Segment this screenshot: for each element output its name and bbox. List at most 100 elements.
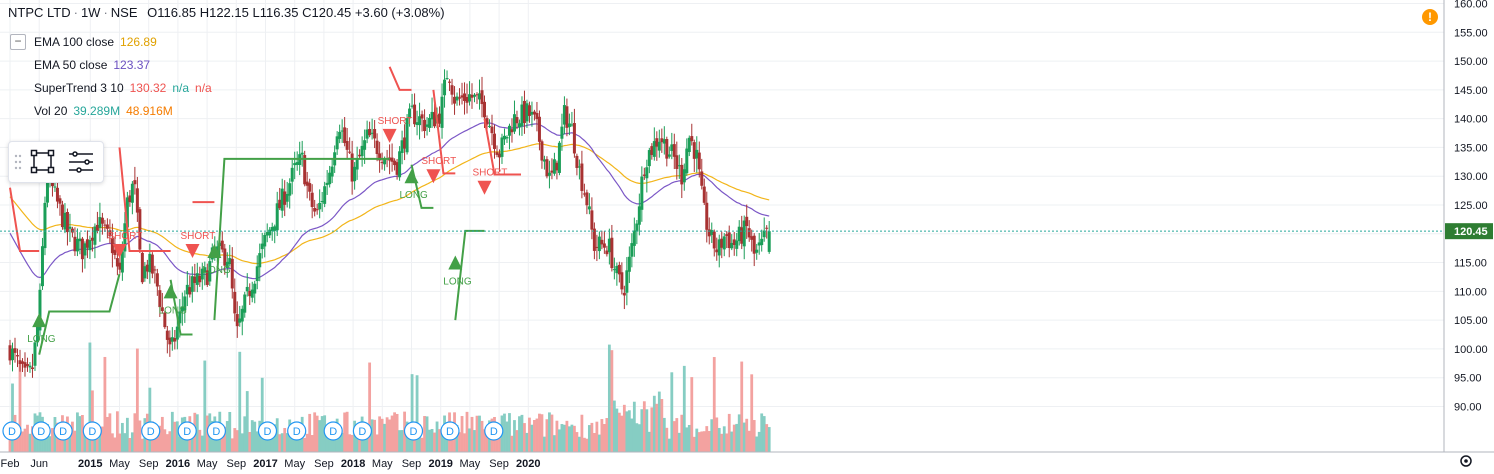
candle-body [393, 160, 397, 166]
legend-ema50[interactable]: EMA 50 close 123.37 [34, 58, 150, 72]
volume-bar [498, 430, 501, 452]
candle [300, 140, 304, 167]
candle [757, 233, 761, 255]
candle [737, 220, 741, 246]
candle-body [405, 118, 409, 153]
volume-bar [270, 434, 274, 452]
candle [168, 330, 172, 357]
candle [260, 232, 264, 259]
volume-bar [398, 430, 401, 452]
volume-bar [88, 342, 92, 452]
candle-body [505, 137, 509, 139]
candle-body [495, 152, 499, 155]
dividend-label: D [88, 426, 96, 438]
candle [160, 292, 164, 314]
dividend-label: D [8, 426, 16, 438]
dividend-marker [2, 421, 22, 441]
price-tick-label: 145.00 [1454, 85, 1488, 97]
volume-bar [468, 428, 471, 452]
drag-handle-icon[interactable] [14, 154, 22, 170]
candle [258, 243, 262, 282]
gear-icon[interactable] [1460, 455, 1472, 467]
candle [492, 124, 496, 159]
candle [163, 310, 167, 329]
candle [123, 211, 127, 258]
legend-ema100[interactable]: EMA 100 close 126.89 [34, 35, 157, 49]
square-select-icon[interactable] [30, 149, 55, 174]
volume-bar [535, 418, 539, 452]
candle [465, 83, 469, 114]
candle [315, 203, 319, 215]
volume-bar [413, 432, 416, 452]
candle-body [453, 96, 457, 104]
price-tick-label: 140.00 [1454, 114, 1488, 126]
candle-body [305, 181, 309, 186]
candle [562, 96, 566, 135]
candle [762, 217, 766, 242]
volume-bar [365, 436, 369, 452]
volume-bar [578, 436, 581, 452]
candle [647, 147, 651, 174]
candle [602, 231, 606, 254]
candle-body [330, 166, 334, 177]
candle [565, 98, 569, 137]
volume-bar [647, 431, 651, 452]
volume-bar [755, 436, 759, 452]
candle-body [315, 209, 319, 211]
volume-bar [275, 418, 279, 452]
candle [30, 353, 34, 378]
candle-body [328, 172, 332, 185]
legend-supertrend[interactable]: SuperTrend 3 10 130.32 n/a n/a [34, 81, 212, 95]
candle-body [113, 249, 117, 255]
candle-body [395, 162, 399, 175]
candle [463, 82, 467, 115]
candle [685, 138, 689, 176]
minus-icon[interactable]: − [10, 34, 26, 50]
time-tick-label: May [284, 458, 305, 470]
candle [233, 278, 237, 322]
legend-volume[interactable]: Vol 20 39.289M 48.916M [34, 104, 173, 118]
volume-bar [727, 413, 731, 452]
candle-body [595, 246, 599, 248]
candle [265, 223, 269, 243]
candle-body [348, 151, 352, 153]
candle [632, 217, 636, 257]
candle [585, 189, 589, 215]
dividend-label: D [264, 426, 272, 438]
candle-body [473, 94, 477, 97]
candle [425, 117, 429, 136]
volume-bar [722, 426, 726, 452]
candle [542, 155, 546, 170]
volume-bar [525, 432, 529, 452]
candle [98, 202, 102, 242]
interval-label[interactable]: 1W [80, 5, 101, 20]
candle-body [478, 93, 482, 100]
volume-bar [328, 429, 332, 452]
floating-toolbar[interactable] [8, 141, 104, 183]
candle-body [303, 155, 307, 185]
candle [183, 290, 187, 323]
dividend-marker [31, 421, 51, 441]
candle-body [463, 93, 467, 101]
candle-body [275, 203, 279, 231]
candle [637, 193, 641, 236]
symbol-name[interactable]: NTPC LTD [8, 5, 71, 20]
exchange-label: NSE [110, 5, 138, 20]
volume-bar [195, 414, 199, 452]
volume-bar [548, 412, 551, 452]
candle-body [500, 137, 504, 157]
candle-body [530, 111, 534, 115]
candle-body [560, 126, 564, 139]
candle-body [655, 138, 659, 147]
candle [652, 127, 656, 161]
candle-body [408, 108, 412, 119]
volume-bar [345, 411, 349, 452]
candle-body [705, 202, 709, 230]
settings-lines-icon[interactable] [69, 151, 93, 173]
volume-bar [460, 416, 464, 452]
candle-body [750, 236, 754, 240]
exclamation-icon[interactable]: ! [1422, 9, 1438, 25]
candle [398, 146, 402, 181]
candle-body [350, 153, 354, 182]
